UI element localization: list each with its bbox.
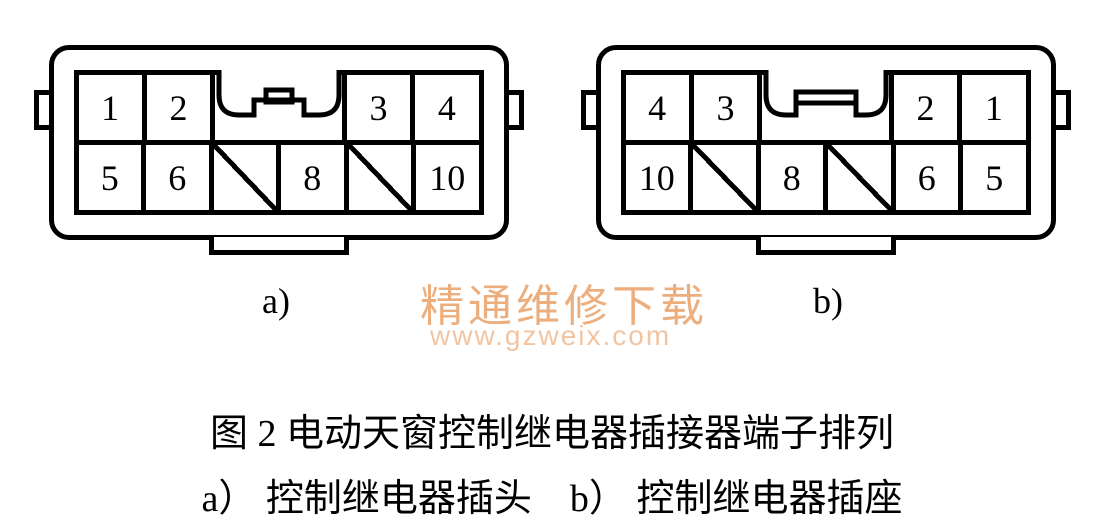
watermark-url: www.gzweix.com [430,320,671,352]
pin-grid: 1 2 3 4 5 6 8 10 [74,70,484,215]
panel-labels: a) b) [0,280,1104,322]
sub-b-label: b） [570,478,627,520]
pin-cell: 5 [79,145,147,210]
housing-tab-bottom [756,237,896,255]
pin-cell: 1 [79,75,147,140]
empty-cell [693,145,761,210]
caption-subs: a） 控制继电器插头 b） 控制继电器插座 [0,467,1104,531]
panel-a-label: a) [26,280,526,322]
panel-b-label: b) [578,280,1078,322]
empty-cell [214,145,282,210]
pin-cell: 6 [896,145,964,210]
sub-a-text: 控制继电器插头 [266,478,532,520]
pin-grid: 4 3 2 1 10 8 6 5 [621,70,1031,215]
connector-a: 1 2 3 4 5 6 8 10 [29,30,529,255]
bottom-row: 5 6 8 10 [79,140,479,210]
empty-cell [828,145,896,210]
figure-title: 电动天窗控制继电器插接器端子排列 [286,413,894,455]
bottom-row: 10 8 6 5 [626,140,1026,210]
pin-cell: 3 [694,75,762,140]
sub-b-text: 控制继电器插座 [636,478,902,520]
pin-cell: 10 [626,145,694,210]
empty-cell [349,145,417,210]
pin-cell: 4 [626,75,694,140]
pin-cell: 4 [415,75,478,140]
key-cell [762,75,894,140]
top-row: 4 3 2 1 [626,75,1026,140]
top-row: 1 2 3 4 [79,75,479,140]
connectors-row: 1 2 3 4 5 6 8 10 [0,0,1104,255]
pin-cell: 2 [894,75,962,140]
sub-a-label: a） [202,478,257,520]
pin-cell: 2 [147,75,215,140]
housing-tab-bottom [209,237,349,255]
figure-caption: 图 2 电动天窗控制继电器插接器端子排列 a） 控制继电器插头 b） 控制继电器… [0,402,1104,531]
pin-cell: 8 [761,145,829,210]
pin-cell: 1 [962,75,1025,140]
figure-number: 图 2 [210,413,277,455]
key-cell [215,75,347,140]
pin-cell: 8 [281,145,349,210]
caption-title: 图 2 电动天窗控制继电器插接器端子排列 [0,402,1104,467]
pin-cell: 10 [416,145,479,210]
pin-cell: 6 [146,145,214,210]
pin-cell: 3 [347,75,415,140]
connector-b: 4 3 2 1 10 8 6 5 [576,30,1076,255]
pin-cell: 5 [963,145,1026,210]
